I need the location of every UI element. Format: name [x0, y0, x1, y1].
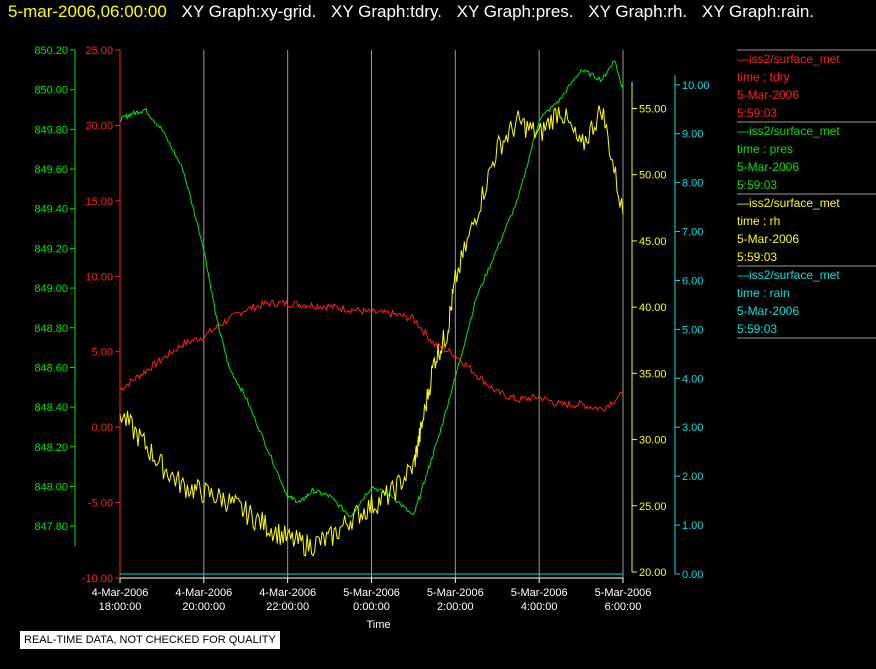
- pres-tick-label: 848.40: [34, 402, 68, 414]
- graph-label-tdry[interactable]: XY Graph:tdry.: [331, 2, 442, 21]
- tdry-tick-label: 5.00: [92, 347, 113, 359]
- rh-tick-label: 30.00: [639, 435, 667, 447]
- legend-date: 5-Mar-2006: [737, 232, 799, 246]
- pres-tick-label: 850.00: [34, 85, 68, 97]
- graph-label-xy-grid[interactable]: XY Graph:xy-grid.: [181, 2, 317, 21]
- timestamp-label: 5-mar-2006,06:00:00: [8, 2, 167, 21]
- tdry-tick-label: -10.00: [82, 573, 113, 585]
- series-line-pres: [119, 60, 624, 518]
- legend-time: 5:59:03: [737, 250, 777, 264]
- rh-tick-label: 50.00: [639, 170, 667, 182]
- x-tick-label-date: 5-Mar-2006: [343, 587, 400, 599]
- legend-variable: time : rh: [737, 214, 780, 228]
- rain-tick-label: 8.00: [682, 178, 703, 190]
- rain-tick-label: 4.00: [682, 373, 703, 385]
- rh-tick-label: 55.00: [639, 103, 667, 115]
- graph-label-rh[interactable]: XY Graph:rh.: [588, 2, 688, 21]
- x-tick-label-time: 22:00:00: [266, 601, 309, 613]
- tdry-tick-label: 15.00: [85, 196, 113, 208]
- x-tick-label-date: 5-Mar-2006: [595, 587, 652, 599]
- legend-date: 5-Mar-2006: [737, 304, 799, 318]
- legend-variable: time : pres: [737, 142, 793, 156]
- rain-tick-label: 0.00: [682, 569, 703, 581]
- legend-variable: time : tdry: [737, 70, 790, 84]
- x-tick-label-time: 20:00:00: [182, 601, 225, 613]
- rain-tick-label: 1.00: [682, 520, 703, 532]
- legend-time: 5:59:03: [737, 322, 777, 336]
- x-tick-label-time: 4:00:00: [521, 601, 558, 613]
- x-tick-label-time: 0:00:00: [353, 601, 390, 613]
- series-line-rh: [119, 105, 624, 557]
- pres-tick-label: 848.80: [34, 323, 68, 335]
- pres-tick-label: 849.00: [34, 283, 68, 295]
- x-tick-label-date: 4-Mar-2006: [259, 587, 316, 599]
- rain-tick-label: 6.00: [682, 275, 703, 287]
- legend-variable: time : rain: [737, 286, 790, 300]
- tdry-tick-label: 20.00: [85, 120, 113, 132]
- legend-series-name: —iss2/surface_met: [737, 124, 840, 138]
- x-tick-label-date: 5-Mar-2006: [427, 587, 484, 599]
- pres-tick-label: 849.40: [34, 204, 68, 216]
- rh-tick-label: 20.00: [639, 567, 667, 579]
- rh-tick-label: 25.00: [639, 501, 667, 513]
- pres-tick-label: 848.60: [34, 362, 68, 374]
- pres-tick-label: 848.20: [34, 442, 68, 454]
- tdry-tick-label: 25.00: [85, 45, 113, 57]
- rain-tick-label: 10.00: [682, 80, 710, 92]
- legend-date: 5-Mar-2006: [737, 160, 799, 174]
- rain-tick-label: 3.00: [682, 422, 703, 434]
- x-axis-title: Time: [366, 619, 390, 631]
- rain-tick-label: 9.00: [682, 129, 703, 141]
- tdry-tick-label: -5.00: [88, 498, 113, 510]
- rh-tick-label: 35.00: [639, 368, 667, 380]
- rh-tick-label: 40.00: [639, 302, 667, 314]
- legend-date: 5-Mar-2006: [737, 88, 799, 102]
- x-tick-label-date: 4-Mar-2006: [175, 587, 232, 599]
- quality-warning-label: REAL-TIME DATA, NOT CHECKED FOR QUALITY: [20, 631, 280, 649]
- x-tick-label-time: 6:00:00: [605, 601, 642, 613]
- x-tick-label-date: 4-Mar-2006: [92, 587, 149, 599]
- rh-tick-label: 45.00: [639, 236, 667, 248]
- x-tick-label-date: 5-Mar-2006: [511, 587, 568, 599]
- x-tick-label-time: 2:00:00: [437, 601, 474, 613]
- series-line-tdry: [119, 299, 624, 412]
- pres-tick-label: 848.00: [34, 481, 68, 493]
- legend-time: 5:59:03: [737, 178, 777, 192]
- legend-series-name: —iss2/surface_met: [737, 196, 840, 210]
- rain-tick-label: 5.00: [682, 324, 703, 336]
- legend-series-name: —iss2/surface_met: [737, 52, 840, 66]
- tdry-tick-label: 10.00: [85, 271, 113, 283]
- graph-label-rain[interactable]: XY Graph:rain.: [701, 2, 815, 21]
- rain-tick-label: 2.00: [682, 471, 703, 483]
- pres-tick-label: 849.60: [34, 164, 68, 176]
- tdry-tick-label: 0.00: [92, 422, 113, 434]
- pres-tick-label: 847.80: [34, 521, 68, 533]
- legend-time: 5:59:03: [737, 106, 777, 120]
- x-tick-label-time: 18:00:00: [99, 601, 142, 613]
- graph-label-pres[interactable]: XY Graph:pres.: [456, 2, 574, 21]
- pres-tick-label: 849.80: [34, 124, 68, 136]
- title-bar: 5-mar-2006,06:00:00 XY Graph:xy-grid. XY…: [8, 2, 824, 22]
- pres-tick-label: 849.20: [34, 243, 68, 255]
- legend-series-name: —iss2/surface_met: [737, 268, 840, 282]
- rain-tick-label: 7.00: [682, 227, 703, 239]
- pres-tick-label: 850.20: [34, 45, 68, 57]
